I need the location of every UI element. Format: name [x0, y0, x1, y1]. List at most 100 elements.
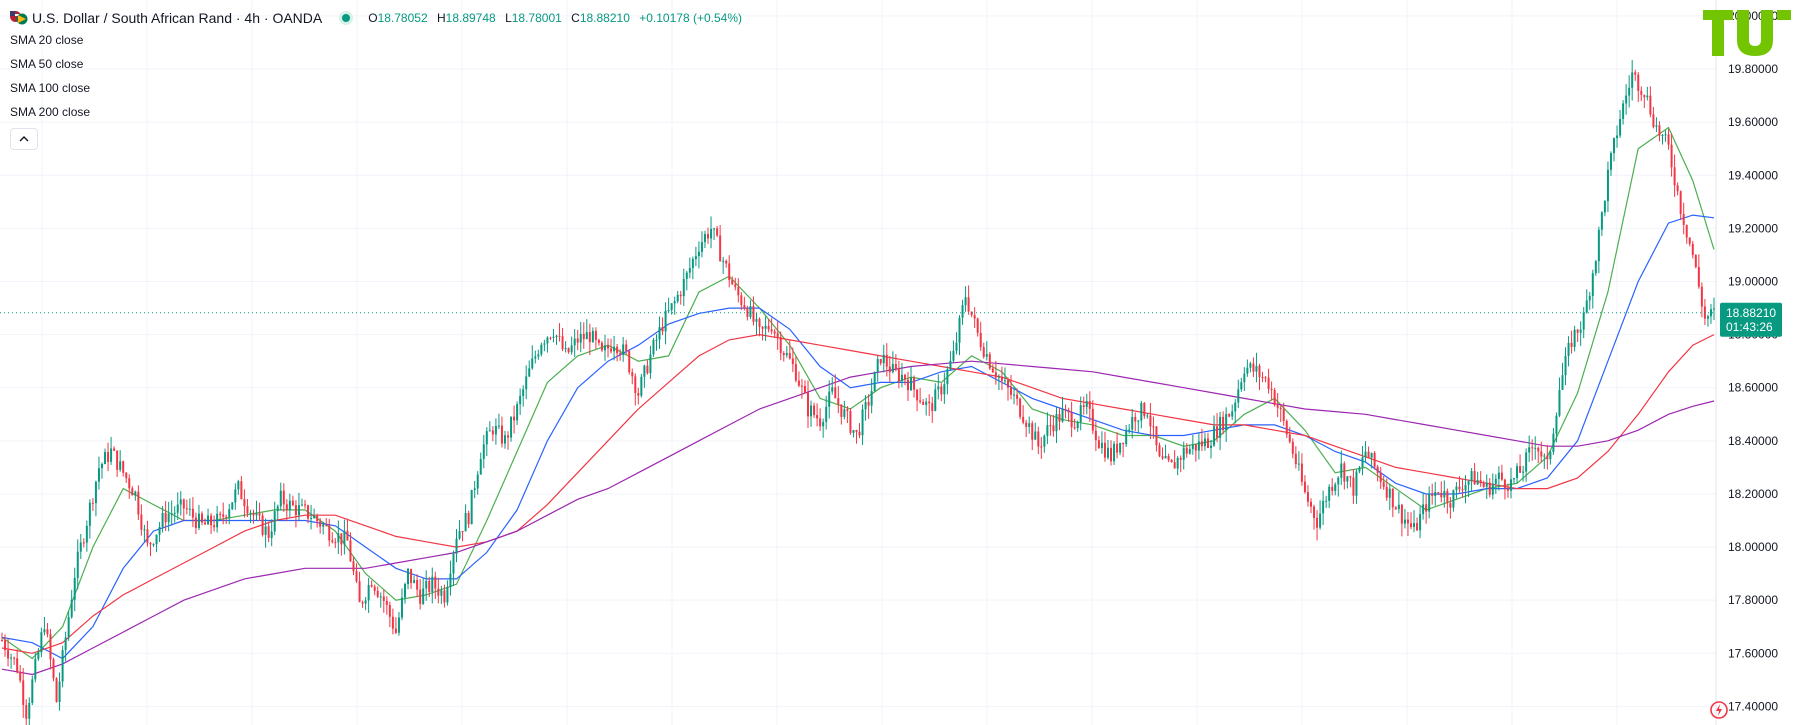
candle-body	[216, 513, 219, 528]
candle-body	[1237, 389, 1240, 403]
candle-body	[949, 360, 952, 370]
candle-body	[1294, 453, 1297, 465]
candle-body	[1652, 114, 1655, 127]
candle-body	[1370, 452, 1373, 458]
price-axis-tick-label: 18.20000	[1728, 487, 1778, 501]
candle-body	[1440, 492, 1443, 498]
candle-body	[516, 404, 519, 421]
candle-body	[1228, 414, 1231, 417]
candle-body	[146, 529, 149, 544]
candle-body	[1203, 438, 1206, 447]
candle-body	[128, 478, 131, 489]
candle-body	[982, 347, 985, 357]
candle-body	[234, 489, 237, 503]
candle-body	[161, 512, 164, 527]
candle-body	[1167, 456, 1170, 460]
candle-body	[1040, 446, 1043, 448]
candle-body	[1346, 476, 1349, 482]
last-price-label-box	[1720, 302, 1782, 337]
candle-body	[419, 589, 422, 604]
candle-body	[1391, 488, 1394, 508]
candle-body	[585, 332, 588, 340]
candle-body	[1137, 420, 1140, 422]
candle-body	[810, 405, 813, 417]
candle-body	[573, 338, 576, 346]
candle-body	[373, 586, 376, 591]
candle-body	[985, 354, 988, 357]
candle-body	[1416, 523, 1419, 531]
candle-body	[1037, 431, 1040, 447]
candle-body	[1249, 363, 1252, 368]
candle-body	[1643, 94, 1646, 98]
candle-body	[1619, 118, 1622, 136]
candle-body	[82, 542, 85, 544]
candle-body	[291, 500, 294, 506]
candle-body	[900, 374, 903, 382]
price-axis[interactable]: 17.40000 17.60000 17.80000 18.00000 18.20000…	[1715, 0, 1800, 725]
symbol-row[interactable]: U.S. Dollar / South African Rand · 4h · …	[10, 8, 742, 28]
candle-body	[1449, 503, 1452, 508]
candle-body	[1309, 501, 1312, 507]
indicator-sma-50[interactable]: SMA 50 close	[10, 57, 84, 71]
candle-body	[243, 499, 246, 507]
candle-body	[43, 629, 46, 633]
candle-body	[1682, 214, 1685, 225]
candle-body	[1616, 135, 1619, 139]
candle-body	[1116, 443, 1119, 453]
candle-body	[1043, 435, 1046, 447]
candle-body	[1713, 308, 1715, 310]
candle-body	[13, 657, 16, 659]
indicator-sma-200[interactable]: SMA 200 close	[10, 105, 91, 119]
candle-body	[1658, 125, 1661, 136]
candle-body	[858, 431, 861, 436]
candle-body	[658, 327, 661, 340]
candle-body	[567, 348, 570, 353]
candle-body	[1152, 426, 1155, 428]
candle-body	[555, 335, 558, 337]
candle-body	[1140, 402, 1143, 421]
candle-body	[752, 306, 755, 322]
candle-body	[564, 348, 567, 350]
collapse-legend-button[interactable]	[10, 128, 38, 150]
candle-body	[967, 297, 970, 312]
candle-body	[1246, 367, 1249, 374]
candle-body	[1361, 457, 1364, 468]
candle-body	[1406, 519, 1409, 524]
candle-body	[1031, 423, 1034, 440]
candle-body	[979, 332, 982, 348]
candle-body	[1094, 430, 1097, 441]
candle-body	[440, 590, 443, 596]
candle-body	[1422, 504, 1425, 515]
candle-body	[204, 522, 207, 525]
candle-body	[331, 540, 334, 543]
candle-body	[1349, 476, 1352, 478]
candle-body	[1367, 451, 1370, 458]
candle-body	[1279, 407, 1282, 410]
indicator-sma-20[interactable]: SMA 20 close	[10, 33, 84, 47]
candle-body	[288, 500, 291, 511]
candle-body	[125, 472, 128, 479]
candle-body	[1606, 169, 1609, 202]
candle-body	[1688, 237, 1691, 244]
last-price-value: 18.88210	[1726, 306, 1776, 320]
indicator-sma-100[interactable]: SMA 100 close	[10, 81, 91, 95]
candle-body	[58, 681, 61, 703]
candle-body	[388, 604, 391, 617]
candle-body	[179, 499, 182, 505]
candle-body	[416, 580, 419, 590]
candle-body	[470, 489, 473, 525]
candle-body	[1603, 201, 1606, 213]
candle-body	[391, 616, 394, 629]
lightning-icon[interactable]	[1709, 700, 1729, 720]
candle-body	[1513, 478, 1516, 480]
candle-body	[173, 512, 176, 514]
candle-body	[1691, 243, 1694, 255]
candle-body	[664, 310, 667, 332]
candle-body	[1234, 402, 1237, 412]
candle-body	[94, 481, 97, 504]
candle-body	[494, 426, 497, 435]
candle-body	[446, 587, 449, 603]
candle-body	[482, 444, 485, 460]
candle-body	[170, 513, 173, 515]
